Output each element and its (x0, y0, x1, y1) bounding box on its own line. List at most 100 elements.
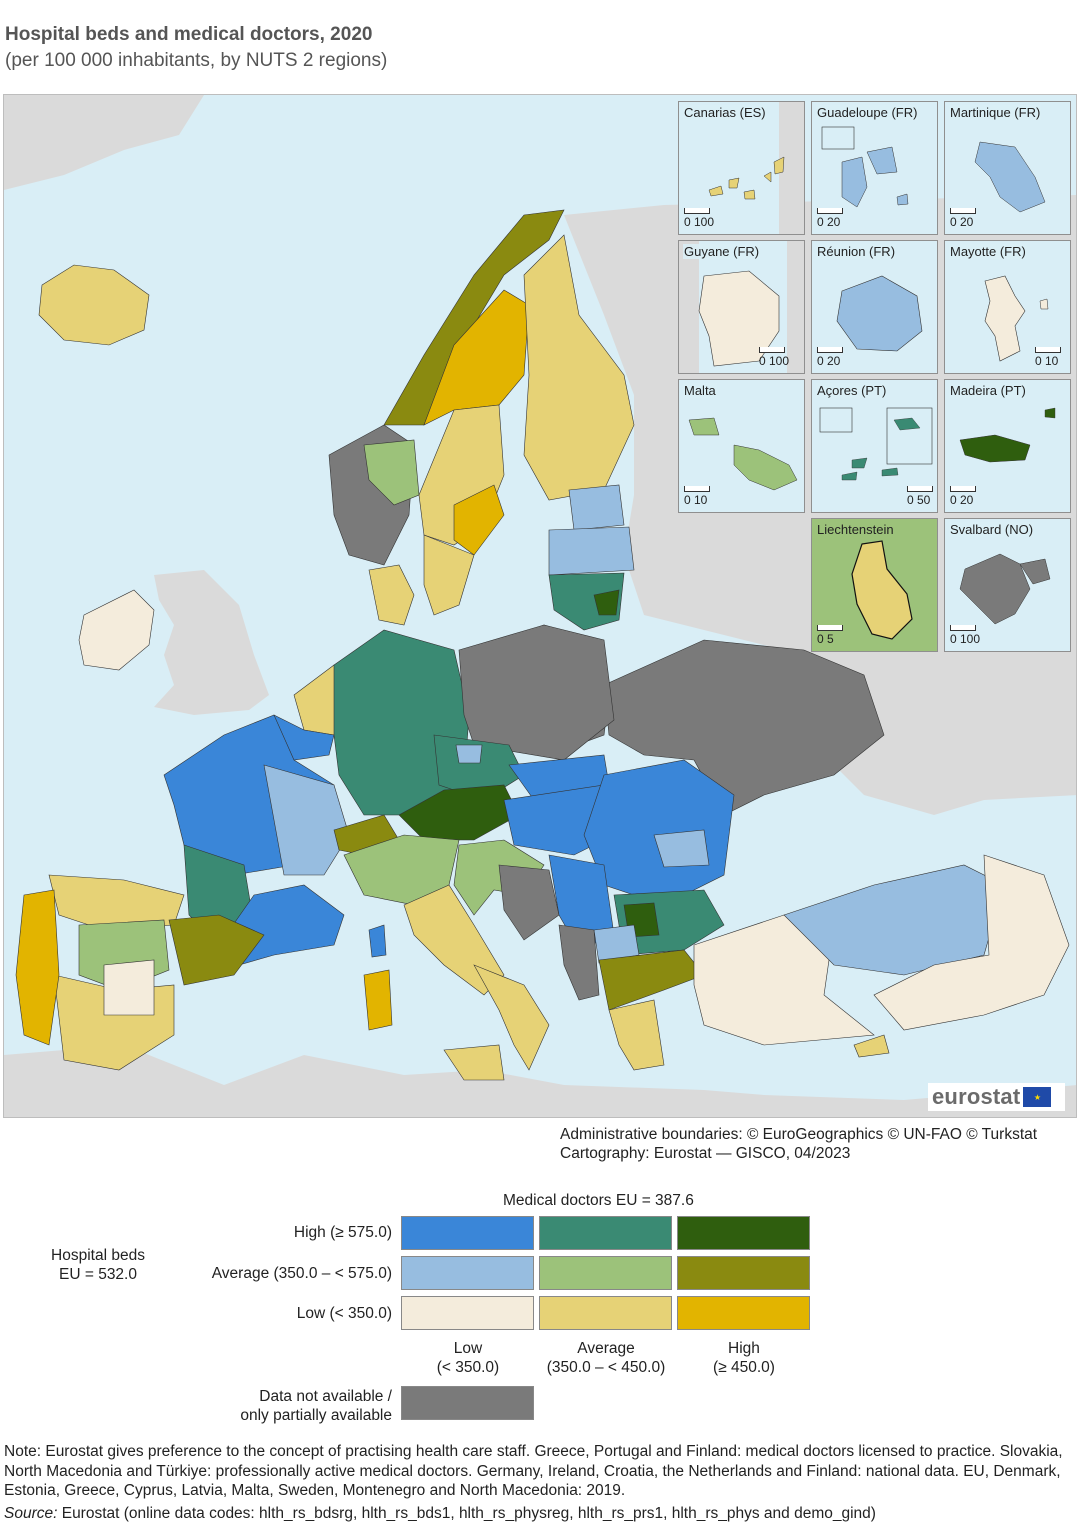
non-eu-land-uk (154, 570, 269, 715)
inset-scalebar: 0 10 (684, 486, 710, 507)
non-eu-land-balkans (804, 655, 1076, 815)
inset-madeira: Madeira (PT) 0 20 (944, 379, 1071, 513)
region-corsica (368, 924, 387, 958)
inset-reunion-svg (836, 275, 923, 352)
region-turkey-east (873, 854, 1070, 1031)
legend-swatch-high-average (539, 1216, 672, 1250)
non-eu-land-greenland (4, 95, 204, 190)
main-map: Canarias (ES) 0 100 Guadeloupe (FR) 0 20… (3, 94, 1077, 1118)
legend-na-line1: Data not available / (259, 1388, 392, 1405)
inset-acores: Açores (PT) 0 50 (811, 379, 938, 513)
eurostat-logo: eurostat ★ (928, 1083, 1065, 1111)
map-subtitle: (per 100 000 inhabitants, by NUTS 2 regi… (5, 50, 388, 71)
inset-acores-svg (819, 407, 933, 481)
inset-label: Malta (683, 383, 717, 398)
region-poland (458, 624, 615, 761)
region-estonia (568, 484, 625, 531)
inset-guyane-svg (679, 241, 804, 373)
inset-malta-svg (688, 417, 798, 491)
region-france-east (263, 764, 350, 876)
inset-scalebar: 0 10 (1035, 347, 1061, 368)
legend-col-average-line2: (350.0 – < 450.0) (546, 1359, 666, 1376)
legend-swatch-low-high (677, 1296, 810, 1330)
region-finland (523, 234, 635, 501)
scale-text: 0 10 (1035, 354, 1059, 368)
inset-label: Liechtenstein (816, 522, 895, 537)
credits-boundaries: Administrative boundaries: © EuroGeograp… (560, 1126, 1038, 1143)
inset-guadeloupe: Guadeloupe (FR) 0 20 (811, 101, 938, 235)
inset-label: Martinique (FR) (949, 105, 1042, 120)
legend-swatch-average-high (677, 1256, 810, 1290)
region-sicily (443, 1044, 505, 1081)
non-eu-land-africa (4, 1045, 1076, 1117)
map-credits: Administrative boundaries: © EuroGeograp… (560, 1125, 1037, 1163)
inset-malta: Malta 0 10 (678, 379, 805, 513)
inset-scalebar: 0 20 (817, 347, 843, 368)
inset-mayotte: Mayotte (FR) 0 10 (944, 240, 1071, 374)
region-vilnius (593, 589, 620, 616)
inset-martinique-svg (974, 141, 1046, 213)
legend-swatch-low-low (401, 1296, 534, 1330)
legend-row-high: High (≥ 575.0) (293, 1224, 392, 1241)
inset-guadeloupe-svg (821, 126, 909, 208)
inset-svalbard: Svalbard (NO) 0 100 (944, 518, 1071, 652)
inset-reunion: Réunion (FR) 0 20 (811, 240, 938, 374)
legend-col-high-line2: (≥ 450.0) (713, 1359, 775, 1376)
inset-scalebar: 0 20 (817, 208, 843, 229)
region-bosnia (498, 864, 560, 941)
inset-canarias-svg (708, 102, 804, 234)
scale-text: 0 20 (950, 493, 974, 507)
footnote: Note: Eurostat gives preference to the c… (4, 1443, 1063, 1499)
region-ukraine (603, 639, 885, 816)
inset-madeira-svg (959, 407, 1056, 463)
inset-guyane: Guyane (FR) 0 100 (678, 240, 805, 374)
legend-col-low-line2: (< 350.0) (436, 1359, 500, 1376)
region-spain-madrid (103, 959, 155, 1016)
region-romania (583, 759, 735, 906)
legend-col-low-line1: Low (453, 1340, 483, 1357)
inset-label: Réunion (FR) (816, 244, 897, 259)
scale-text: 0 20 (817, 215, 841, 229)
region-romania-centre (653, 829, 710, 868)
legend-beds-title: Hospital beds EU = 532.0 (28, 1246, 168, 1284)
region-italy-south (473, 964, 550, 1071)
region-greece-north (598, 949, 705, 1011)
legend-swatch-low-average (539, 1296, 672, 1330)
inset-scalebar: 0 5 (817, 625, 843, 646)
scale-text: 0 5 (817, 632, 834, 646)
inset-scalebar: 0 20 (950, 486, 976, 507)
scale-text: 0 100 (759, 354, 790, 368)
legend-beds-title-line2: EU = 532.0 (59, 1266, 137, 1283)
legend-swatch-no-data (401, 1386, 534, 1420)
region-denmark (368, 564, 415, 626)
region-iceland (38, 264, 150, 346)
region-cyprus (853, 1034, 890, 1058)
inset-label: Guadeloupe (FR) (816, 105, 919, 120)
scale-text: 0 20 (950, 215, 974, 229)
region-spain-catalonia (168, 914, 265, 986)
region-lithuania (548, 572, 625, 631)
inset-label: Madeira (PT) (949, 383, 1027, 398)
legend-col-high-line1: High (728, 1340, 760, 1357)
source-text: Eurostat (online data codes: hlth_rs_bds… (57, 1505, 876, 1522)
legend-na-label: Data not available / only partially avai… (200, 1387, 392, 1425)
inset-label: Svalbard (NO) (949, 522, 1035, 537)
scale-text: 0 20 (817, 354, 841, 368)
region-prague (455, 744, 483, 764)
inset-label: Mayotte (FR) (949, 244, 1027, 259)
inset-scalebar: 0 100 (759, 347, 789, 368)
legend-beds-title-line1: Hospital beds (51, 1247, 145, 1264)
legend-swatch-average-average (539, 1256, 672, 1290)
region-sweden-south (423, 534, 475, 616)
source-line: Source: Eurostat (online data codes: hlt… (4, 1505, 876, 1523)
credits-cartography: Cartography: Eurostat — GISCO, 04/2023 (560, 1145, 851, 1162)
inset-scalebar: 0 100 (950, 625, 980, 646)
legend-swatch-high-high (677, 1216, 810, 1250)
inset-label: Açores (PT) (816, 383, 888, 398)
region-sweden-stockholm (453, 484, 505, 556)
inset-canarias: Canarias (ES) 0 100 (678, 101, 805, 235)
region-norway-trondelag (363, 439, 420, 506)
region-latvia (548, 526, 635, 576)
region-greece-south (608, 999, 665, 1071)
inset-label: Guyane (FR) (683, 244, 761, 259)
